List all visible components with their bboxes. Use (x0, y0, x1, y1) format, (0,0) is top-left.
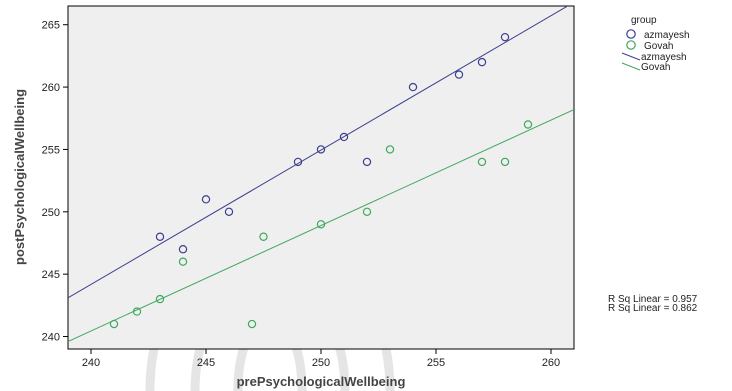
legend-label-azmayesh-line: azmayesh (641, 52, 687, 63)
legend-label-azmayesh-marker: azmayesh (644, 30, 690, 41)
data-point-azmayesh (454, 70, 464, 79)
y-tick-label: 255 (42, 144, 60, 156)
data-point-azmayesh (293, 157, 303, 167)
data-point-azmayesh (500, 32, 510, 42)
x-tick-label: 250 (312, 357, 330, 369)
data-point-govah (259, 232, 268, 241)
fit-lines (68, 6, 574, 342)
data-point-azmayesh (178, 245, 188, 254)
data-point-govah (500, 157, 510, 167)
legend-line-govah (621, 62, 641, 71)
data-point-govah (132, 307, 142, 316)
data-point-govah (316, 220, 326, 229)
data-point-govah (362, 207, 372, 216)
legend-marker-govah (626, 40, 636, 50)
plot-area (67, 5, 575, 350)
r-squared-govah: R Sq Linear = 0.862 (608, 303, 698, 314)
legend-marker-azmayesh (626, 29, 636, 39)
data-point-govah (385, 145, 395, 154)
data-point-azmayesh (224, 207, 234, 216)
legend-label-govah-line: Govah (641, 62, 670, 73)
data-point-azmayesh (339, 132, 349, 142)
data-point-govah (477, 157, 487, 167)
x-tick-label: 260 (542, 357, 560, 369)
y-axis-title: postPsychologicalWellbeing (12, 89, 27, 265)
y-tick-label: 240 (42, 332, 60, 344)
y-tick-label: 265 (42, 20, 60, 32)
r-squared-azmayesh: R Sq Linear = 0.957 (608, 294, 698, 305)
x-tick-label: 245 (197, 357, 215, 369)
fit-line-govah (68, 109, 574, 342)
data-point-govah (523, 120, 533, 129)
y-axis-ticks: 240 245 250 255 260 265 (42, 20, 68, 344)
data-point-azmayesh (477, 57, 487, 67)
y-tick-label: 245 (42, 269, 60, 281)
data-point-govah (178, 257, 188, 266)
data-point-azmayesh (155, 232, 165, 241)
data-point-azmayesh (362, 157, 372, 167)
data-points (109, 32, 533, 329)
x-tick-label: 255 (427, 357, 445, 369)
fit-line-azmayesh (68, 6, 569, 299)
data-point-govah (155, 294, 165, 304)
y-tick-label: 250 (42, 207, 60, 219)
x-axis-title: prePsychologicalWellbeing (237, 374, 406, 389)
legend: group azmayesh Govah azmayesh Govah (621, 15, 690, 73)
legend-line-azmayesh (621, 52, 641, 61)
x-axis-ticks: 240 245 250 255 260 (82, 349, 560, 369)
data-point-azmayesh (201, 195, 211, 204)
x-tick-label: 240 (82, 357, 100, 369)
data-point-azmayesh (316, 145, 326, 154)
data-point-govah (109, 319, 119, 329)
data-point-azmayesh (408, 82, 418, 92)
data-point-govah (247, 319, 257, 329)
y-tick-label: 260 (42, 82, 60, 94)
legend-title: group (631, 15, 657, 26)
legend-label-govah-marker: Govah (644, 41, 673, 52)
